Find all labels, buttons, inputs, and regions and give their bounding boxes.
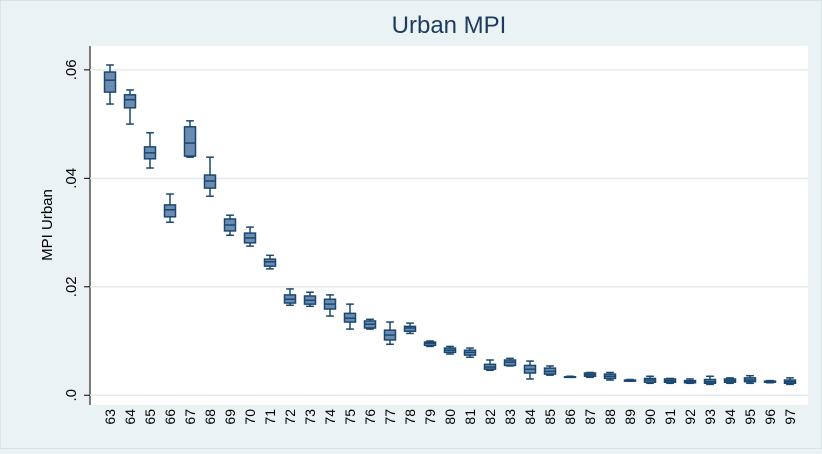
box (263, 258, 277, 267)
x-tick-label: 64 (122, 409, 138, 425)
x-tick-label: 87 (582, 409, 598, 425)
x-tick-label: 89 (622, 409, 638, 425)
x-tick-label: 66 (162, 409, 178, 425)
x-tick-label: 77 (382, 409, 398, 425)
plot-area (90, 46, 808, 405)
x-tick-label: 70 (242, 409, 258, 425)
y-tick-label: .04 (63, 168, 80, 189)
x-tick-label: 75 (342, 409, 358, 425)
x-tick-label: 97 (782, 409, 798, 425)
chart-title: Urban MPI (392, 12, 507, 39)
box (183, 126, 197, 157)
x-tick-label: 82 (482, 409, 498, 425)
x-tick-label: 95 (742, 409, 758, 425)
y-tick-label: .0 (63, 389, 80, 402)
x-tick-label: 63 (102, 409, 118, 425)
x-tick-label: 76 (362, 409, 378, 425)
x-tick-label: 78 (402, 409, 418, 425)
x-tick-label: 92 (682, 409, 698, 425)
x-tick-label: 80 (442, 409, 458, 425)
x-tick-label: 86 (562, 409, 578, 425)
x-tick-label: 65 (142, 409, 158, 425)
x-tick-label: 85 (542, 409, 558, 425)
y-tick-label: .02 (63, 276, 80, 297)
x-tick-label: 90 (642, 409, 658, 425)
box (123, 94, 137, 109)
x-tick-label: 93 (702, 409, 718, 425)
x-tick-label: 91 (662, 409, 678, 425)
x-tick-label: 83 (502, 409, 518, 425)
box (103, 71, 117, 93)
x-tick-label: 84 (522, 409, 538, 425)
x-tick-label: 72 (282, 409, 298, 425)
y-axis-label: MPI Urban (39, 189, 56, 261)
x-tick-label: 88 (602, 409, 618, 425)
x-tick-label: 74 (322, 409, 338, 425)
x-tick-label: 94 (722, 409, 738, 425)
x-tick-label: 79 (422, 409, 438, 425)
x-tick-label: 81 (462, 409, 478, 425)
x-tick-label: 67 (182, 409, 198, 425)
y-tick-label: .06 (63, 59, 80, 80)
x-tick-label: 69 (222, 409, 238, 425)
box (403, 325, 417, 332)
x-tick-label: 73 (302, 409, 318, 425)
x-tick-label: 96 (762, 409, 778, 425)
x-tick-label: 71 (262, 409, 278, 425)
box (163, 204, 177, 218)
x-tick-label: 68 (202, 409, 218, 425)
